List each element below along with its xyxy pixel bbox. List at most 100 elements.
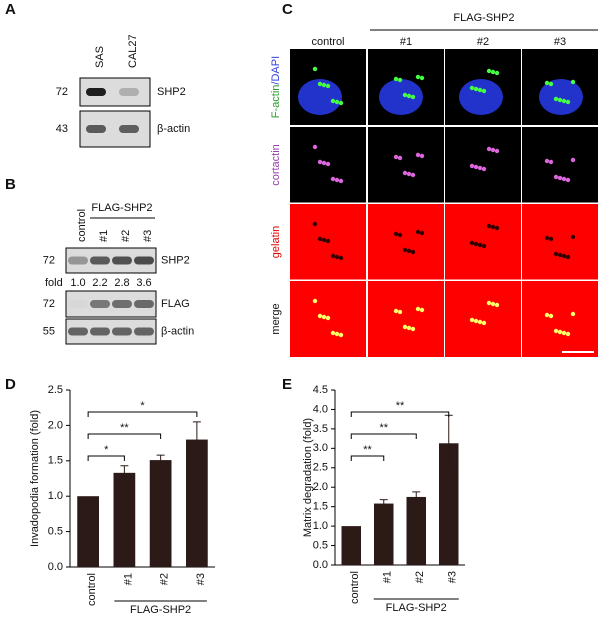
spot [334,254,340,260]
spot [544,158,550,164]
spot [473,318,479,324]
x-tick-label: #1 [122,573,134,585]
spot [330,253,336,259]
spot [402,324,408,330]
spot [338,332,344,338]
y-tick-label: 1.5 [313,501,328,513]
band [90,327,110,336]
spot [486,146,492,152]
micrograph [445,204,521,280]
spot [393,76,399,82]
row-label: merge [270,303,282,334]
group-label: FLAG-SHP2 [386,602,447,614]
band [86,125,106,133]
y-tick-label: 0.5 [48,526,63,538]
group-label: FLAG-SHP2 [453,12,514,24]
y-tick-label: 1.0 [48,490,63,502]
row-label-part: F-actin [270,85,282,119]
spot [544,80,550,86]
spot [481,88,487,94]
spot [397,77,403,83]
y-tick-label: 2.0 [313,481,328,493]
spot [570,311,576,317]
spot [410,94,416,100]
spot [312,144,318,150]
protein-label: FLAG [161,298,190,310]
micrograph [522,204,598,280]
spot [406,248,412,254]
bar [149,460,172,567]
spot [317,81,323,87]
spot [397,309,403,315]
row-label-part: merge [270,303,282,334]
y-tick-label: 2.5 [313,462,328,474]
spot [312,66,318,72]
spot [325,161,331,167]
spot [494,70,500,76]
spot [410,249,416,255]
spot [490,69,496,75]
spot [570,79,576,85]
fold-value: 1.0 [70,277,85,289]
bracket [87,433,162,439]
row-label-part: gelatin [270,226,282,258]
y-tick-label: 3.5 [313,423,328,435]
y-tick-label: 2.0 [48,419,63,431]
spot [419,153,425,159]
spot [410,326,416,332]
protein-label: β-actin [161,325,194,337]
spot [548,81,554,87]
spot [325,238,331,244]
spot [415,306,421,312]
spot [494,148,500,154]
panel-label: B [5,176,16,193]
bar [406,496,426,565]
spot [317,159,323,165]
spot [402,92,408,98]
spot [406,325,412,331]
lane-label: #1 [98,230,110,242]
marker: 72 [43,254,55,266]
spot [393,231,399,237]
spot [397,232,403,238]
micrograph [368,127,444,203]
spot [469,240,475,246]
micrograph [445,127,521,203]
spot [473,86,479,92]
marker: 72 [43,298,55,310]
spot [338,100,344,106]
lane-label: #2 [120,230,132,242]
fold-value: 3.6 [136,277,151,289]
x-tick-label: #3 [447,571,459,583]
significance: ** [120,422,129,434]
nucleus [459,79,503,115]
spot [406,93,412,99]
y-axis-label: Matrix degradation (fold) [302,418,314,537]
y-tick-label: 0.5 [313,539,328,551]
bracket [350,411,450,417]
significance: ** [396,400,405,412]
spot [477,87,483,93]
bracket [87,411,198,417]
marker: 72 [56,86,68,98]
spot [330,330,336,336]
spot [415,229,421,235]
y-tick-label: 0.0 [48,561,63,573]
micrograph [368,281,444,357]
spot [557,97,563,103]
bar [77,496,99,567]
spot [321,237,327,243]
fold-label: fold [45,277,63,289]
micrograph [368,204,444,280]
band [90,300,110,308]
band [134,300,154,308]
panel-label: A [5,1,16,18]
spot [544,235,550,241]
lane-label: control [76,209,88,242]
micrograph [522,127,598,203]
spot [481,243,487,249]
spot [334,331,340,337]
y-tick-label: 3.0 [313,442,328,454]
spot [334,99,340,105]
spot [486,300,492,306]
